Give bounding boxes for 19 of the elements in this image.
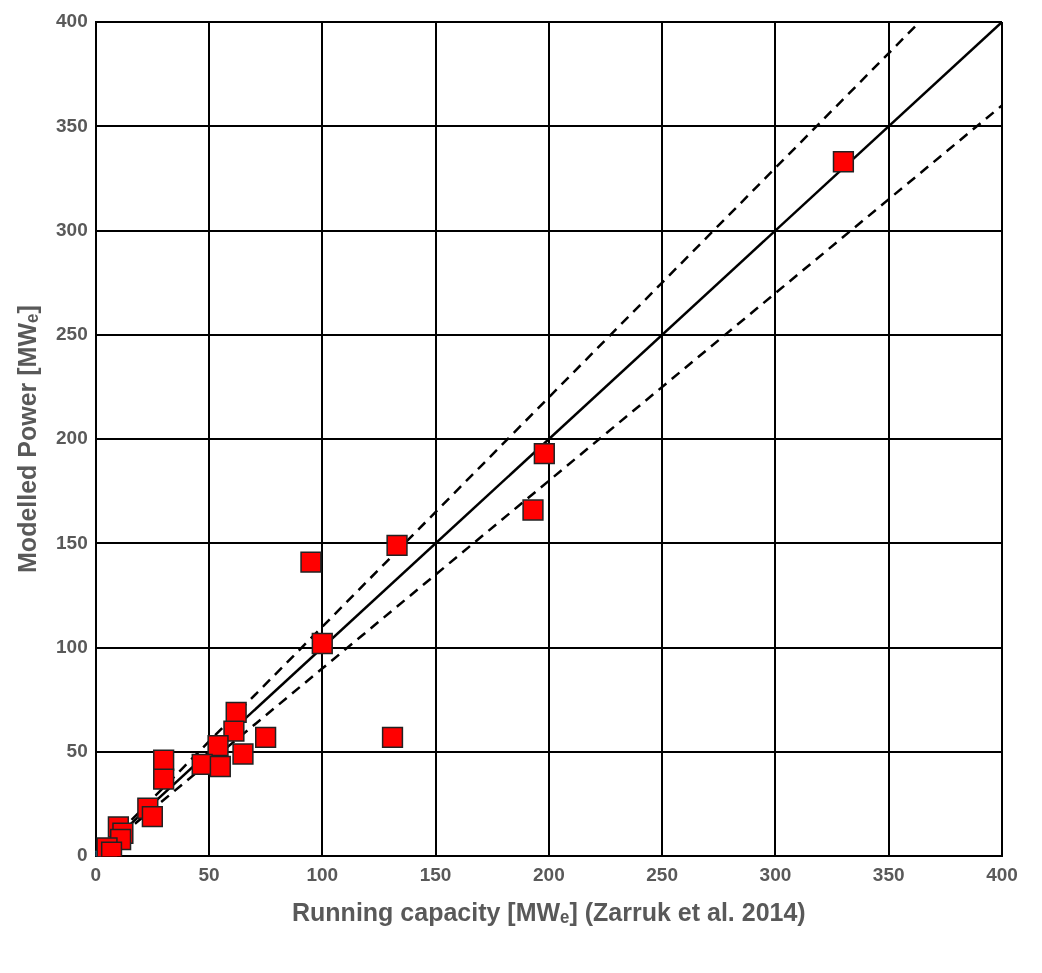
x-axis-title: Running capacity [MWₑ] (Zarruk et al. 2014) xyxy=(292,897,806,926)
x-tick-label: 250 xyxy=(646,863,678,885)
y-axis-title: Modelled Power [MWₑ] xyxy=(12,305,41,573)
x-tick-label: 300 xyxy=(759,863,792,885)
y-tick-label: 400 xyxy=(56,10,88,32)
y-tick-label: 0 xyxy=(77,844,88,866)
y-tick-label: 250 xyxy=(56,323,88,345)
y-tick-label: 300 xyxy=(56,218,88,240)
x-tick-label: 350 xyxy=(872,863,905,885)
x-tick-label: 400 xyxy=(986,863,1018,885)
y-tick-label: 350 xyxy=(56,114,88,136)
x-tick-label: 50 xyxy=(198,863,220,885)
x-tick-label: 100 xyxy=(306,863,339,885)
y-tick-label: 100 xyxy=(56,635,88,657)
x-tick-label: 200 xyxy=(533,863,565,885)
y-tick-label: 150 xyxy=(56,531,88,553)
y-tick-label: 50 xyxy=(66,740,88,762)
x-tick-label: 150 xyxy=(419,863,452,885)
y-tick-label: 200 xyxy=(56,427,88,449)
